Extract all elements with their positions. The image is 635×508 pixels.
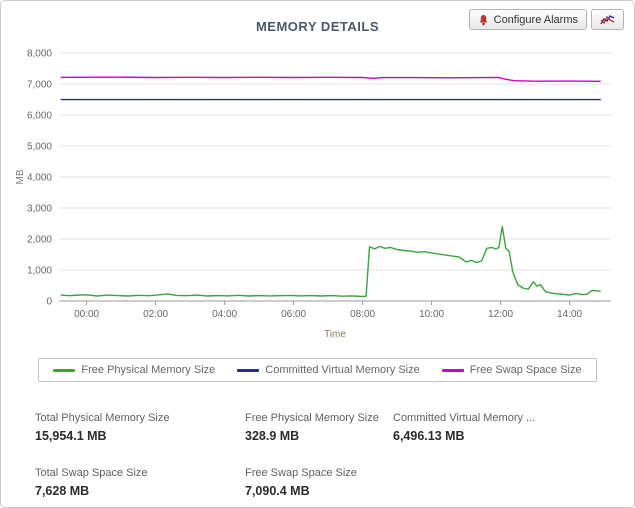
svg-text:14:00: 14:00 xyxy=(557,309,582,320)
svg-text:3,000: 3,000 xyxy=(27,204,52,215)
svg-text:00:00: 00:00 xyxy=(74,309,99,320)
line-chart-icon xyxy=(600,14,615,26)
alarm-bell-icon xyxy=(478,14,489,26)
graph-view-button[interactable] xyxy=(591,9,624,30)
configure-alarms-label: Configure Alarms xyxy=(493,13,578,26)
stat-free-swap-space: Free Swap Space Size 7,090.4 MB xyxy=(245,467,393,498)
page-title: MEMORY DETAILS xyxy=(255,19,380,34)
svg-text:Time: Time xyxy=(324,329,346,340)
svg-text:04:00: 04:00 xyxy=(212,309,237,320)
svg-text:12:00: 12:00 xyxy=(488,309,513,320)
svg-text:5,000: 5,000 xyxy=(27,142,52,153)
svg-text:08:00: 08:00 xyxy=(350,309,375,320)
stat-total-swap-space: Total Swap Space Size 7,628 MB xyxy=(35,467,245,498)
legend-label-committed-virtual-memory: Committed Virtual Memory Size xyxy=(265,364,420,376)
svg-text:2,000: 2,000 xyxy=(27,235,52,246)
stat-empty-cell xyxy=(393,467,634,498)
stat-label: Total Swap Space Size xyxy=(35,467,148,479)
panel-header: MEMORY DETAILS Configure Alarms xyxy=(1,1,634,39)
legend-swatch-blue xyxy=(237,368,260,372)
stat-value: 15,954.1 MB xyxy=(35,429,107,443)
stat-free-physical-memory: Free Physical Memory Size 328.9 MB xyxy=(245,412,393,443)
svg-text:02:00: 02:00 xyxy=(143,309,168,320)
legend-label-free-swap-space: Free Swap Space Size xyxy=(469,364,582,376)
legend-item-committed-virtual-memory: Committed Virtual Memory Size xyxy=(237,364,420,376)
header-actions: Configure Alarms xyxy=(468,9,624,30)
memory-chart: 0 1,000 2,000 3,000 4,000 5,000 6,000 7,000 8,00… xyxy=(1,39,634,348)
svg-text:6,000: 6,000 xyxy=(27,111,52,122)
legend-box: Free Physical Memory Size Committed Virt… xyxy=(38,358,597,382)
svg-text:10:00: 10:00 xyxy=(419,309,444,320)
stat-label: Committed Virtual Memory ... xyxy=(393,412,536,424)
stat-label: Free Physical Memory Size xyxy=(245,412,379,424)
chart-legend: Free Physical Memory Size Committed Virt… xyxy=(1,358,634,382)
stat-label: Free Swap Space Size xyxy=(245,467,357,479)
stat-total-physical-memory: Total Physical Memory Size 15,954.1 MB xyxy=(35,412,245,443)
legend-label-free-physical-memory: Free Physical Memory Size xyxy=(81,364,216,376)
stat-committed-virtual-memory: Committed Virtual Memory ... 6,496.13 MB xyxy=(393,412,634,443)
memory-stats: Total Physical Memory Size 15,954.1 MB F… xyxy=(35,412,634,498)
stat-value: 7,628 MB xyxy=(35,484,90,498)
svg-text:MB: MB xyxy=(15,169,26,184)
legend-item-free-swap-space: Free Swap Space Size xyxy=(441,364,582,376)
svg-text:06:00: 06:00 xyxy=(281,309,306,320)
memory-usage-line-chart: 0 1,000 2,000 3,000 4,000 5,000 6,000 7,000 8,00… xyxy=(15,49,611,340)
svg-text:1,000: 1,000 xyxy=(27,266,52,277)
svg-text:4,000: 4,000 xyxy=(27,173,52,184)
legend-swatch-magenta xyxy=(441,368,464,372)
legend-item-free-physical-memory: Free Physical Memory Size xyxy=(53,364,215,376)
stat-value: 328.9 MB xyxy=(245,429,300,443)
svg-text:0: 0 xyxy=(46,297,52,308)
stat-label: Total Physical Memory Size xyxy=(35,412,170,424)
legend-swatch-green xyxy=(53,368,76,372)
stat-value: 7,090.4 MB xyxy=(245,484,310,498)
stat-value: 6,496.13 MB xyxy=(393,429,465,443)
configure-alarms-button[interactable]: Configure Alarms xyxy=(468,9,587,30)
svg-text:8,000: 8,000 xyxy=(27,49,52,60)
svg-text:7,000: 7,000 xyxy=(27,80,52,91)
